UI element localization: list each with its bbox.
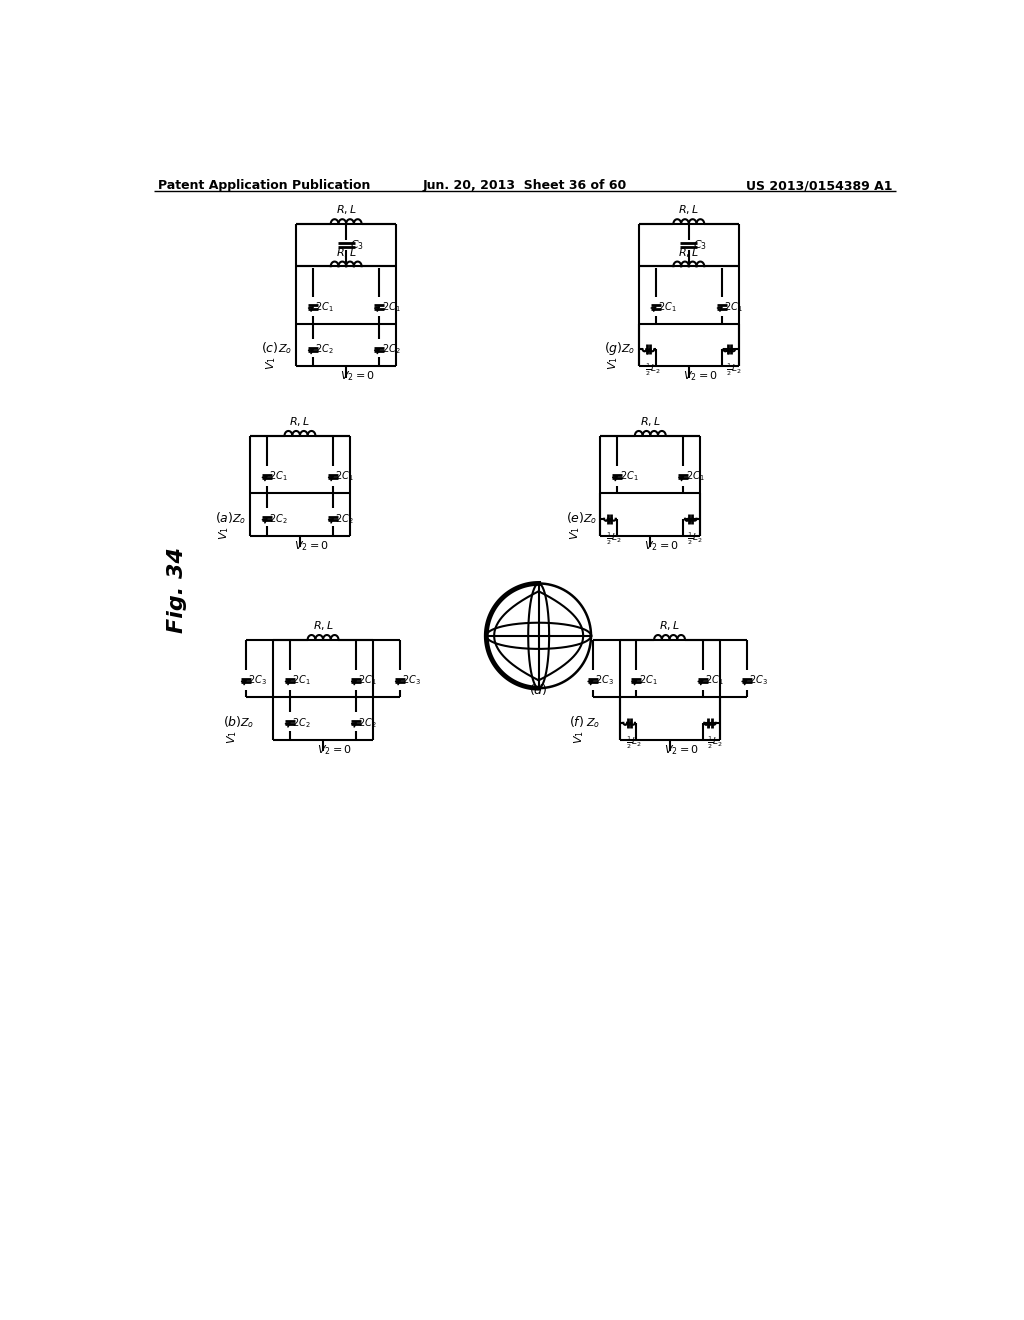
Text: $\frac{1}{2}L_2$: $\frac{1}{2}L_2$ bbox=[726, 360, 741, 378]
Text: $2C_1$: $2C_1$ bbox=[705, 673, 724, 688]
Text: $\frac{1}{2}L_2$: $\frac{1}{2}L_2$ bbox=[645, 360, 660, 378]
Text: $(c)$: $(c)$ bbox=[261, 341, 279, 355]
Text: $(g)$: $(g)$ bbox=[604, 341, 623, 358]
Text: $(f)$: $(f)$ bbox=[569, 714, 585, 729]
Text: $2C_1$: $2C_1$ bbox=[724, 300, 742, 314]
Text: $R, L$: $R, L$ bbox=[336, 246, 356, 259]
Text: $Z_o$: $Z_o$ bbox=[240, 715, 254, 730]
Text: $(b)$: $(b)$ bbox=[223, 714, 242, 729]
Text: $V_2 = 0$: $V_2 = 0$ bbox=[683, 370, 718, 383]
Text: $R, L$: $R, L$ bbox=[678, 203, 699, 216]
Text: $2C_3$: $2C_3$ bbox=[595, 673, 613, 688]
Text: $2C_2$: $2C_2$ bbox=[382, 342, 400, 356]
Text: $2C_3$: $2C_3$ bbox=[249, 673, 267, 688]
Text: $Z_o$: $Z_o$ bbox=[279, 342, 293, 356]
Text: $V_2 = 0$: $V_2 = 0$ bbox=[644, 539, 679, 553]
Text: $2C_2$: $2C_2$ bbox=[292, 715, 311, 730]
Text: $2C_1$: $2C_1$ bbox=[336, 470, 354, 483]
Text: $2C_1$: $2C_1$ bbox=[315, 300, 334, 314]
Text: $V_1$: $V_1$ bbox=[571, 730, 586, 743]
Text: $(e)$: $(e)$ bbox=[565, 510, 584, 525]
Text: $\frac{1}{2}L_2$: $\frac{1}{2}L_2$ bbox=[707, 734, 722, 751]
Text: $V_1$: $V_1$ bbox=[606, 356, 621, 370]
Text: $2C_2$: $2C_2$ bbox=[358, 715, 377, 730]
Text: $C_3$: $C_3$ bbox=[692, 238, 707, 252]
Text: $2C_2$: $2C_2$ bbox=[269, 512, 288, 525]
Text: $2C_1$: $2C_1$ bbox=[620, 470, 638, 483]
Text: $R, L$: $R, L$ bbox=[640, 414, 660, 428]
Text: $R, L$: $R, L$ bbox=[312, 619, 334, 632]
Text: $2C_1$: $2C_1$ bbox=[269, 470, 288, 483]
Text: $Z_o$: $Z_o$ bbox=[232, 512, 247, 525]
Text: $R, L$: $R, L$ bbox=[290, 414, 310, 428]
Text: $2C_1$: $2C_1$ bbox=[358, 673, 377, 688]
Text: $(d)$: $(d)$ bbox=[529, 681, 548, 697]
Text: $V_1$: $V_1$ bbox=[217, 525, 231, 540]
Text: $V_1$: $V_1$ bbox=[225, 730, 239, 743]
Text: $\frac{1}{2}L_2$: $\frac{1}{2}L_2$ bbox=[626, 734, 641, 751]
Text: $V_2 = 0$: $V_2 = 0$ bbox=[317, 743, 352, 756]
Text: $2C_2$: $2C_2$ bbox=[336, 512, 354, 525]
Text: $Z_o$: $Z_o$ bbox=[583, 512, 597, 525]
Text: $V_2 = 0$: $V_2 = 0$ bbox=[340, 370, 375, 383]
Text: $(a)$: $(a)$ bbox=[215, 510, 233, 525]
Text: $2C_1$: $2C_1$ bbox=[658, 300, 677, 314]
Text: $2C_1$: $2C_1$ bbox=[686, 470, 705, 483]
Text: $R, L$: $R, L$ bbox=[659, 619, 680, 632]
Text: $\frac{1}{2}L_2$: $\frac{1}{2}L_2$ bbox=[606, 531, 622, 546]
Text: $\frac{1}{2}L_2$: $\frac{1}{2}L_2$ bbox=[687, 531, 702, 546]
Text: US 2013/0154389 A1: US 2013/0154389 A1 bbox=[746, 180, 893, 193]
Text: Jun. 20, 2013  Sheet 36 of 60: Jun. 20, 2013 Sheet 36 of 60 bbox=[423, 180, 627, 193]
Text: $Z_o$: $Z_o$ bbox=[621, 342, 635, 356]
Text: $2C_1$: $2C_1$ bbox=[639, 673, 657, 688]
Text: $V_1$: $V_1$ bbox=[568, 525, 582, 540]
Text: $Z_o$: $Z_o$ bbox=[587, 715, 601, 730]
Text: $2C_1$: $2C_1$ bbox=[292, 673, 311, 688]
Text: $R, L$: $R, L$ bbox=[678, 246, 699, 259]
Text: $2C_3$: $2C_3$ bbox=[749, 673, 768, 688]
Text: $C_3$: $C_3$ bbox=[350, 238, 364, 252]
Text: $V_2 = 0$: $V_2 = 0$ bbox=[294, 539, 329, 553]
Text: $2C_2$: $2C_2$ bbox=[315, 342, 334, 356]
Text: $2C_1$: $2C_1$ bbox=[382, 300, 400, 314]
Text: Fig. 34: Fig. 34 bbox=[167, 546, 186, 632]
Text: Patent Application Publication: Patent Application Publication bbox=[158, 180, 370, 193]
Text: $2C_3$: $2C_3$ bbox=[402, 673, 421, 688]
Text: $R, L$: $R, L$ bbox=[336, 203, 356, 216]
Text: $V_2 = 0$: $V_2 = 0$ bbox=[664, 743, 698, 756]
Text: $V_1$: $V_1$ bbox=[264, 356, 278, 370]
